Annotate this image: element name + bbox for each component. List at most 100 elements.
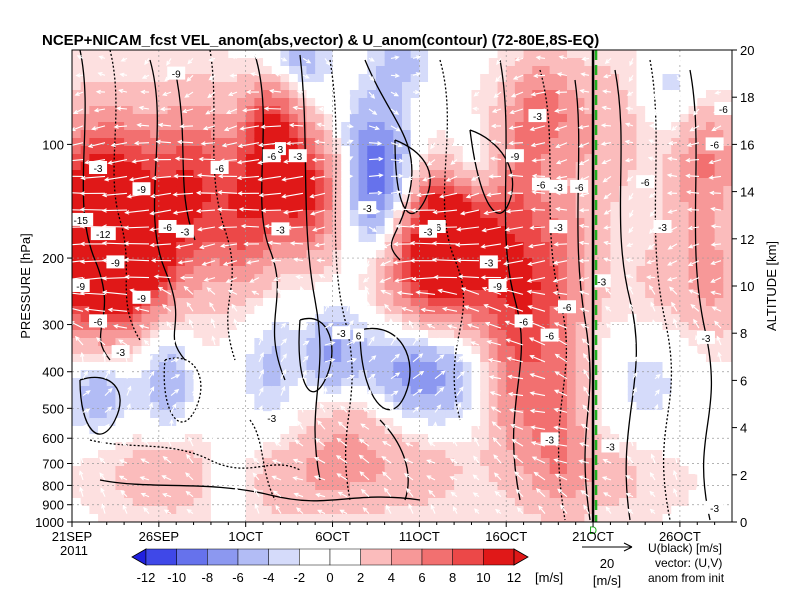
field-cell	[419, 370, 429, 379]
field-cell	[488, 322, 499, 331]
field-cell	[219, 74, 229, 83]
vector-arrow	[122, 505, 128, 514]
field-cell	[124, 90, 134, 99]
field-cell	[132, 370, 143, 379]
field-cell	[193, 122, 203, 131]
field-cell	[549, 514, 559, 522]
field-cell	[341, 426, 351, 435]
field-cell	[393, 58, 403, 67]
field-cell	[723, 490, 732, 499]
field-cell	[89, 178, 99, 187]
field-cell	[697, 402, 707, 411]
vector-arrow	[173, 192, 194, 196]
field-cell	[393, 138, 403, 147]
field-cell	[627, 202, 638, 211]
field-cell	[627, 282, 638, 291]
field-cell	[714, 266, 724, 275]
field-cell	[219, 506, 229, 515]
vector-arrow	[199, 158, 216, 161]
vector-arrowhead	[225, 109, 232, 114]
field-cell	[645, 50, 655, 59]
field-cell	[402, 338, 412, 347]
field-cell	[375, 354, 386, 363]
field-cell	[349, 402, 360, 411]
field-cell	[454, 114, 464, 123]
field-cell	[462, 498, 473, 507]
field-cell	[219, 290, 229, 299]
field-cell	[306, 514, 316, 522]
field-cell	[636, 314, 646, 323]
field-cell	[263, 330, 273, 339]
field-cell	[245, 498, 255, 507]
field-cell	[645, 506, 655, 515]
field-cell	[419, 202, 429, 211]
field-cell	[167, 322, 177, 331]
field-cell	[462, 202, 473, 211]
field-cell	[532, 146, 542, 155]
field-cell	[688, 122, 698, 131]
field-cell	[497, 466, 507, 475]
field-cell	[662, 146, 672, 155]
field-cell	[237, 394, 247, 403]
field-cell	[193, 74, 203, 83]
field-cell	[419, 258, 429, 267]
field-cell	[723, 306, 732, 315]
field-cell	[523, 394, 533, 403]
field-cell	[610, 346, 620, 355]
field-cell	[575, 466, 585, 475]
field-cell	[72, 194, 82, 203]
vector-arrowhead	[169, 418, 174, 424]
field-cell	[679, 162, 690, 171]
field-cell	[271, 186, 282, 195]
field-cell	[228, 250, 238, 259]
field-cell	[210, 90, 221, 99]
field-cell	[367, 218, 377, 227]
field-cell	[158, 458, 169, 467]
field-cell	[619, 130, 629, 139]
field-cell	[454, 194, 464, 203]
field-cell	[627, 218, 638, 227]
field-cell	[662, 90, 672, 99]
field-cell	[306, 250, 316, 259]
vector-arrowhead	[185, 472, 190, 478]
field-cell	[514, 458, 525, 467]
field-cell	[349, 234, 360, 243]
field-cell	[567, 234, 577, 243]
field-cell	[428, 194, 438, 203]
field-cell	[462, 418, 473, 427]
field-cell	[184, 274, 195, 283]
field-cell	[497, 210, 507, 219]
field-cell	[80, 170, 90, 179]
field-cell	[132, 314, 143, 323]
field-cell	[280, 410, 290, 419]
field-cell	[454, 418, 464, 427]
field-cell	[514, 346, 525, 355]
field-cell	[575, 130, 585, 139]
field-cell	[358, 106, 368, 115]
field-cell	[436, 314, 447, 323]
field-cell	[454, 170, 464, 179]
field-cell	[523, 282, 533, 291]
field-cell	[202, 370, 212, 379]
vector-arrow	[238, 142, 260, 147]
field-cell	[254, 466, 264, 475]
field-cell	[228, 498, 238, 507]
field-cell	[679, 426, 690, 435]
field-cell	[158, 74, 169, 83]
vector-arrowhead	[208, 75, 214, 81]
field-cell	[662, 370, 672, 379]
field-cell	[72, 242, 82, 251]
field-cell	[445, 50, 455, 59]
field-cell	[601, 202, 612, 211]
field-cell	[436, 210, 447, 219]
field-cell	[402, 266, 412, 275]
vector-arrow	[173, 209, 194, 214]
field-cell	[601, 482, 612, 491]
field-cell	[323, 394, 334, 403]
field-cell	[150, 250, 160, 259]
field-cell	[367, 242, 377, 251]
field-cell	[627, 106, 638, 115]
field-cell	[315, 218, 325, 227]
field-cell	[723, 474, 732, 483]
field-cell	[688, 202, 698, 211]
